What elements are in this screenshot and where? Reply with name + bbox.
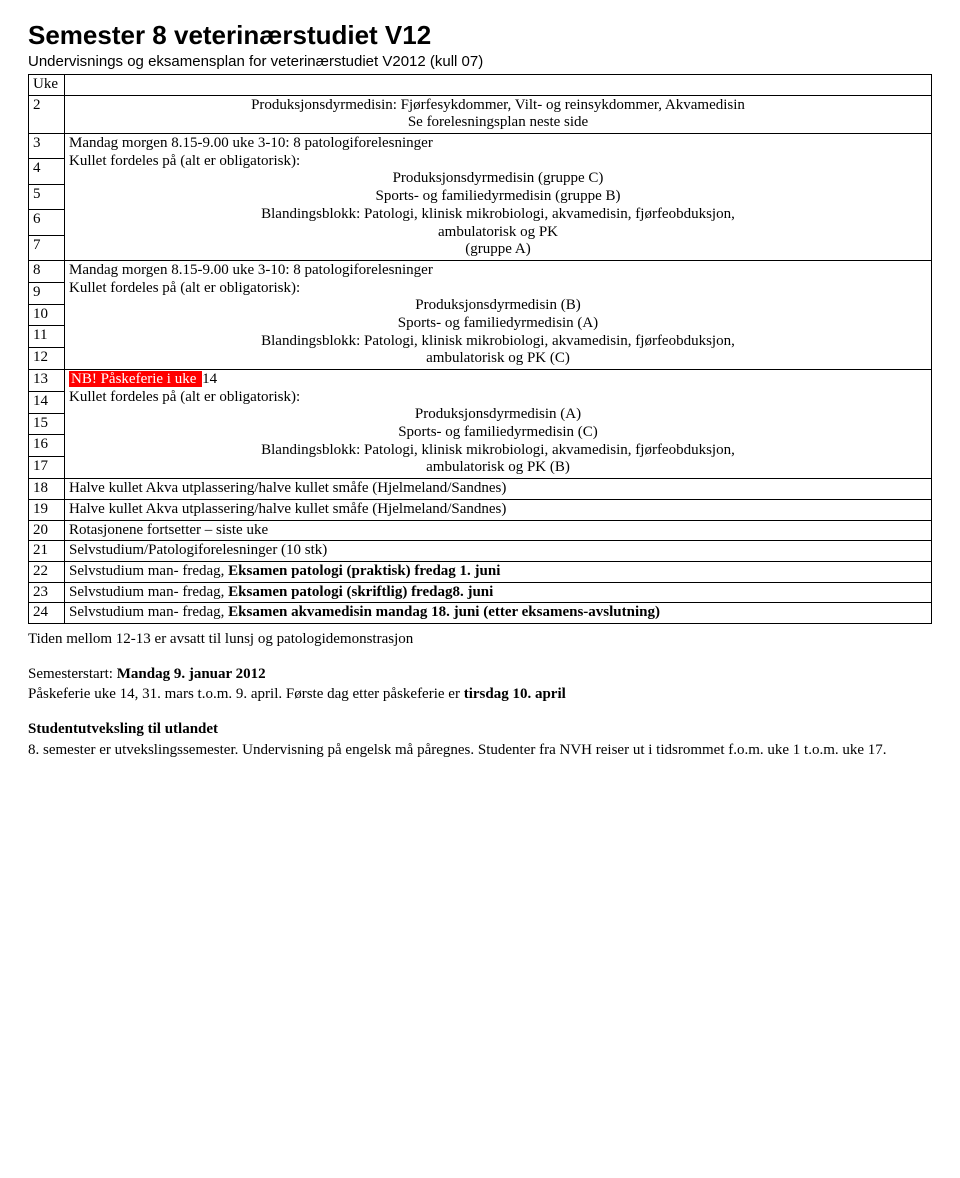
content-line: Produksjonsdyrmedisin (A) (69, 406, 927, 424)
week-number: 5 (29, 184, 65, 209)
text-pre: Selvstudium man- fredag, (69, 584, 228, 600)
content-line: Selvstudium man- fredag, Eksamen patolog… (65, 561, 932, 582)
content-line: Selvstudium/Patologiforelesninger (10 st… (65, 541, 932, 562)
block-content: Produksjonsdyrmedisin: Fjørfesykdommer, … (65, 95, 932, 133)
content-line: Mandag morgen 8.15-9.00 uke 3-10: 8 pato… (69, 262, 927, 280)
week-number: 11 (29, 326, 65, 348)
week-number: 13 (29, 370, 65, 392)
week-number: 8 (29, 260, 65, 282)
page-subtitle: Undervisnings og eksamensplan for veteri… (28, 53, 932, 70)
table-row: Uke (29, 75, 932, 96)
text-pre: Selvstudium man- fredag, (69, 563, 228, 579)
content-line: Blandingsblokk: Patologi, klinisk mikrob… (69, 206, 927, 224)
week-number: 24 (29, 603, 65, 624)
content-line: Kullet fordeles på (alt er obligatorisk)… (69, 153, 927, 171)
content-line: Produksjonsdyrmedisin (B) (69, 297, 927, 315)
highlight-tail: 14 (202, 371, 217, 387)
text-pre: Påskeferie uke 14, 31. mars t.o.m. 9. ap… (28, 686, 464, 702)
header-uke: Uke (29, 75, 65, 96)
week-number: 4 (29, 159, 65, 184)
footer-lunch: Tiden mellom 12-13 er avsatt til lunsj o… (28, 630, 932, 649)
week-number: 12 (29, 348, 65, 370)
week-number: 15 (29, 413, 65, 435)
table-row: 22 Selvstudium man- fredag, Eksamen pato… (29, 561, 932, 582)
content-line: Mandag morgen 8.15-9.00 uke 3-10: 8 pato… (69, 135, 927, 153)
week-number: 19 (29, 499, 65, 520)
text-bold: Eksamen patologi (skriftlig) fredag8. ju… (228, 584, 493, 600)
week-number: 21 (29, 541, 65, 562)
table-row: 24 Selvstudium man- fredag, Eksamen akva… (29, 603, 932, 624)
week-number: 10 (29, 304, 65, 326)
content-line: ambulatorisk og PK (69, 224, 927, 242)
table-row: 8 Mandag morgen 8.15-9.00 uke 3-10: 8 pa… (29, 260, 932, 282)
content-line: Se forelesningsplan neste side (69, 114, 927, 132)
week-number: 16 (29, 435, 65, 457)
table-row: 13 NB! Påskeferie i uke 14 Kullet fordel… (29, 370, 932, 392)
content-line: Halve kullet Akva utplassering/halve kul… (65, 479, 932, 500)
content-line: Produksjonsdyrmedisin (gruppe C) (69, 170, 927, 188)
footer-easter: Påskeferie uke 14, 31. mars t.o.m. 9. ap… (28, 685, 932, 704)
week-number: 2 (29, 95, 65, 133)
page-title: Semester 8 veterinærstudiet V12 (28, 20, 932, 51)
content-line: Kullet fordeles på (alt er obligatorisk)… (69, 389, 927, 407)
table-row: 18 Halve kullet Akva utplassering/halve … (29, 479, 932, 500)
week-number: 7 (29, 235, 65, 260)
content-line: Sports- og familiedyrmedisin (gruppe B) (69, 188, 927, 206)
table-row: 2 Produksjonsdyrmedisin: Fjørfesykdommer… (29, 95, 932, 133)
content-line: ambulatorisk og PK (C) (69, 350, 927, 368)
content-line: Produksjonsdyrmedisin: Fjørfesykdommer, … (69, 97, 927, 115)
content-line: Blandingsblokk: Patologi, klinisk mikrob… (69, 333, 927, 351)
week-number: 18 (29, 479, 65, 500)
table-row: 21 Selvstudium/Patologiforelesninger (10… (29, 541, 932, 562)
content-line: Sports- og familiedyrmedisin (C) (69, 424, 927, 442)
content-line: ambulatorisk og PK (B) (69, 459, 927, 477)
text-pre: Selvstudium man- fredag, (69, 604, 228, 620)
highlight-text: NB! Påskeferie i uke (69, 371, 202, 387)
content-line: Blandingsblokk: Patologi, klinisk mikrob… (69, 442, 927, 460)
week-number: 20 (29, 520, 65, 541)
week-number: 22 (29, 561, 65, 582)
week-number: 9 (29, 282, 65, 304)
footer-semstart: Semesterstart: Mandag 9. januar 2012 (28, 665, 932, 684)
text-bold: Mandag 9. januar 2012 (117, 666, 266, 682)
text-bold: Eksamen patologi (praktisk) fredag 1. ju… (228, 563, 500, 579)
empty-cell (65, 75, 932, 96)
content-line-highlight: NB! Påskeferie i uke 14 (69, 371, 927, 389)
table-row: 19 Halve kullet Akva utplassering/halve … (29, 499, 932, 520)
block-content: Mandag morgen 8.15-9.00 uke 3-10: 8 pato… (65, 134, 932, 261)
footer-exchange-head: Studentutveksling til utlandet (28, 720, 932, 739)
text-bold: tirsdag 10. april (464, 686, 566, 702)
week-number: 17 (29, 457, 65, 479)
content-line: Selvstudium man- fredag, Eksamen patolog… (65, 582, 932, 603)
week-number: 14 (29, 391, 65, 413)
footer: Tiden mellom 12-13 er avsatt til lunsj o… (28, 630, 932, 760)
content-line: Selvstudium man- fredag, Eksamen akvamed… (65, 603, 932, 624)
content-line: Sports- og familiedyrmedisin (A) (69, 315, 927, 333)
text-pre: Semesterstart: (28, 666, 117, 682)
block-content: Mandag morgen 8.15-9.00 uke 3-10: 8 pato… (65, 260, 932, 369)
table-row: 23 Selvstudium man- fredag, Eksamen pato… (29, 582, 932, 603)
footer-exchange-body: 8. semester er utvekslingssemester. Unde… (28, 741, 932, 760)
content-line: Kullet fordeles på (alt er obligatorisk)… (69, 280, 927, 298)
table-row: 20 Rotasjonene fortsetter – siste uke (29, 520, 932, 541)
week-number: 6 (29, 210, 65, 235)
content-line: Rotasjonene fortsetter – siste uke (65, 520, 932, 541)
schedule-table: Uke 2 Produksjonsdyrmedisin: Fjørfesykdo… (28, 74, 932, 624)
content-line: (gruppe A) (69, 241, 927, 259)
content-line: Halve kullet Akva utplassering/halve kul… (65, 499, 932, 520)
text-bold: Eksamen akvamedisin mandag 18. juni (ett… (228, 604, 660, 620)
week-number: 23 (29, 582, 65, 603)
block-content: NB! Påskeferie i uke 14 Kullet fordeles … (65, 370, 932, 479)
table-row: 3 Mandag morgen 8.15-9.00 uke 3-10: 8 pa… (29, 134, 932, 159)
week-number: 3 (29, 134, 65, 159)
